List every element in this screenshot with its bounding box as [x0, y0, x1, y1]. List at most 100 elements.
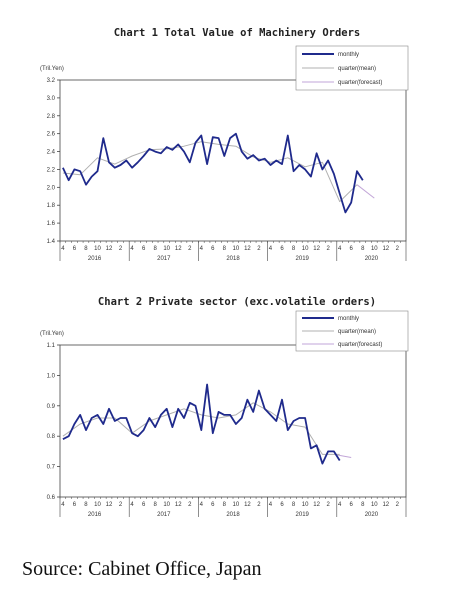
chart-1-xtick-label: 10	[371, 246, 378, 252]
chart-2-xtick-label: 2	[396, 502, 400, 508]
chart-1-ytick-label: 2.6	[47, 132, 56, 138]
chart-1-xtick-label: 4	[61, 246, 65, 252]
chart-2-marks: 0.6 0.7 0.8 0.9 1.0 1.1 4 6 8 10 12 2 4 6 8 10 12 2 4 6 8 10 1…	[47, 343, 407, 518]
chart-2-year-label: 2018	[226, 512, 240, 518]
chart-2-ytick-label: 0.6	[47, 495, 56, 501]
chart-1-xtick-label: 12	[106, 246, 113, 252]
chart-2-xtick-label: 6	[211, 502, 215, 508]
chart-2-xtick-label: 12	[382, 502, 389, 508]
chart-1-xtick-label: 6	[280, 246, 284, 252]
chart-1-xtick-label: 6	[73, 246, 77, 252]
chart-2-xtick-label: 10	[233, 502, 240, 508]
chart-2-xtick-label: 8	[223, 502, 227, 508]
chart-2-xtick-label: 2	[188, 502, 192, 508]
chart-2-xtick-label: 6	[280, 502, 284, 508]
chart-1-ytick-label: 3.0	[47, 96, 56, 102]
chart-2-ytick-label: 0.7	[47, 465, 56, 471]
chart-1-ytick-label: 3.2	[47, 78, 56, 84]
chart-2-xtick-label: 12	[244, 502, 251, 508]
chart-2-xtick-label: 8	[292, 502, 296, 508]
chart-1-year-label: 2019	[296, 256, 310, 262]
chart-2-ytick-label: 1.1	[47, 343, 56, 349]
chart-1-xtick-label: 4	[269, 246, 273, 252]
chart-2-xtick-label: 10	[302, 502, 309, 508]
chart-2-xtick-label: 4	[130, 502, 134, 508]
chart-1-xtick-label: 8	[223, 246, 227, 252]
chart-1-year-label: 2018	[226, 256, 240, 262]
chart-1-ytick-label: 2.8	[47, 114, 56, 120]
chart-1-year-label: 2017	[157, 256, 171, 262]
chart-1-xtick-label: 12	[382, 246, 389, 252]
chart-1-ytick-label: 2.0	[47, 185, 56, 191]
chart-2-xtick-label: 2	[119, 502, 123, 508]
chart-1-xtick-label: 10	[233, 246, 240, 252]
chart-1-series-monthly	[62, 132, 364, 214]
chart-1-xtick-label: 10	[163, 246, 170, 252]
chart-1-xtick-label: 6	[142, 246, 146, 252]
chart-1-panel: Chart 1 Total Value of Machinery Orders …	[0, 0, 472, 290]
chart-1-xtick-label: 2	[257, 246, 261, 252]
chart-2-xtick-label: 4	[200, 502, 204, 508]
chart-1-ytick-label: 2.2	[47, 167, 56, 173]
source-caption: Source: Cabinet Office, Japan	[22, 558, 262, 580]
chart-2-year-label: 2017	[157, 512, 171, 518]
chart-2-xtick-label: 12	[106, 502, 113, 508]
chart-2-xtick-label: 12	[175, 502, 182, 508]
chart-2-year-label: 2016	[88, 512, 102, 518]
chart-1-unit-label: (Tril.Yen)	[40, 66, 64, 72]
chart-1-xtick-label: 10	[94, 246, 101, 252]
chart-2-xtick-label: 10	[371, 502, 378, 508]
chart-2-ytick-label: 0.8	[47, 434, 56, 440]
chart-1-xtick-label: 8	[292, 246, 296, 252]
chart-2-series-quarter-mean	[62, 402, 340, 455]
chart-2-series-monthly	[62, 383, 341, 465]
chart-1-xtick-label: 2	[396, 246, 400, 252]
chart-2-panel: Chart 2 Private sector (exc.volatile ord…	[0, 292, 472, 532]
chart-1-plot-area	[59, 79, 407, 242]
chart-1-ytick-label: 2.4	[47, 150, 56, 156]
chart-2-year-label: 2019	[296, 512, 310, 518]
chart-1-series-quarter-forecast	[356, 184, 375, 199]
chart-1-xtick-label: 2	[326, 246, 330, 252]
chart-1-xtick-label: 10	[302, 246, 309, 252]
chart-1-xtick-label: 12	[313, 246, 320, 252]
chart-1-xtick-label: 2	[119, 246, 123, 252]
chart-2-legend-mean: quarter(mean)	[338, 329, 376, 335]
chart-2-legend: monthly quarter(mean) quarter(forecast)	[295, 310, 409, 352]
chart-1-legend: monthly quarter(mean) quarter(forecast)	[295, 45, 409, 91]
chart-2-xtick-label: 8	[361, 502, 365, 508]
chart-1-xtick-label: 4	[338, 246, 342, 252]
chart-2-svg: Chart 2 Private sector (exc.volatile ord…	[40, 296, 409, 518]
chart-1-year-label: 2020	[365, 256, 379, 262]
chart-2-legend-monthly: monthly	[338, 316, 359, 322]
chart-1-xtick-label: 4	[200, 246, 204, 252]
chart-1-ytick-label: 1.8	[47, 203, 56, 209]
chart-1-ytick-label: 1.6	[47, 221, 56, 227]
chart-1-xtick-label: 8	[153, 246, 157, 252]
chart-1-xtick-label: 12	[244, 246, 251, 252]
chart-1-year-label: 2016	[88, 256, 102, 262]
chart-1-svg: Chart 1 Total Value of Machinery Orders …	[40, 27, 409, 262]
chart-1-xtick-label: 12	[175, 246, 182, 252]
chart-1-legend-monthly: monthly	[338, 52, 359, 58]
chart-2-xtick-label: 8	[153, 502, 157, 508]
chart-2-xtick-label: 4	[61, 502, 65, 508]
chart-2-legend-forecast: quarter(forecast)	[338, 342, 382, 348]
chart-1-series-quarter-mean	[62, 141, 358, 203]
chart-1-xtick-label: 6	[350, 246, 354, 252]
chart-2-xtick-label: 6	[350, 502, 354, 508]
chart-2-xtick-label: 8	[84, 502, 88, 508]
chart-2-xtick-label: 10	[94, 502, 101, 508]
chart-2-year-label: 2020	[365, 512, 379, 518]
chart-1-xtick-label: 4	[130, 246, 134, 252]
chart-2-xtick-label: 6	[73, 502, 77, 508]
chart-2-xtick-label: 12	[313, 502, 320, 508]
chart-1-title: Chart 1 Total Value of Machinery Orders	[114, 27, 361, 39]
chart-2-xtick-label: 10	[163, 502, 170, 508]
chart-1-xtick-label: 8	[84, 246, 88, 252]
chart-1-ytick-label: 1.4	[47, 239, 56, 245]
chart-2-ytick-label: 0.9	[47, 404, 56, 410]
chart-2-xtick-label: 6	[142, 502, 146, 508]
chart-2-ytick-label: 1.0	[47, 373, 56, 379]
chart-1-xtick-label: 6	[211, 246, 215, 252]
